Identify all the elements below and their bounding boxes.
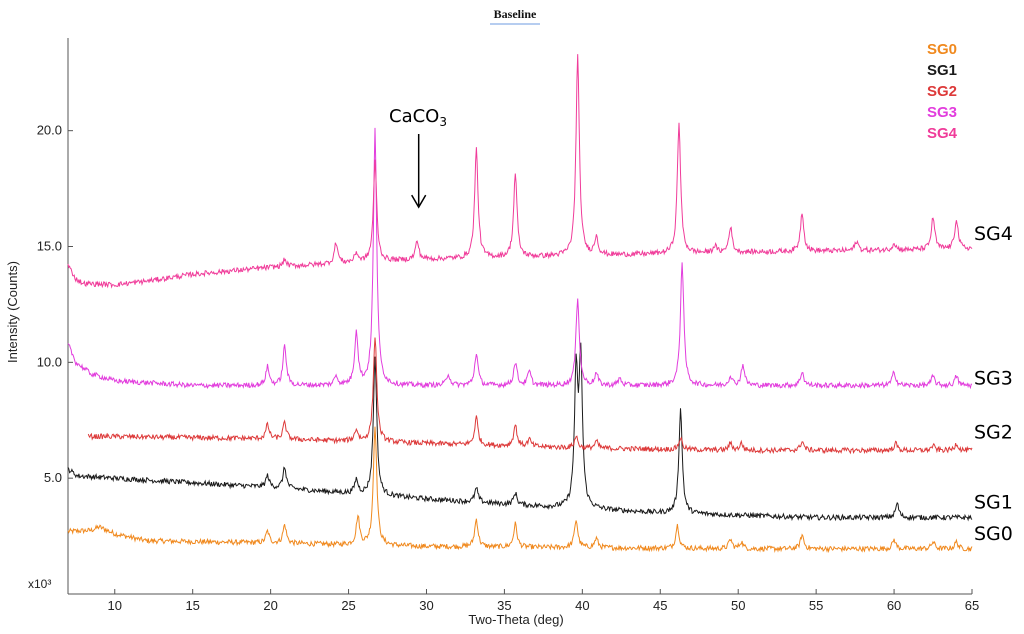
x-axis-ticks: 10 15 20 25 30 35 40 45 50 55 60 65 bbox=[108, 589, 979, 613]
x-tick-label: 50 bbox=[731, 598, 745, 613]
y-tick-label: 20.0 bbox=[37, 123, 62, 138]
series-line-sg1 bbox=[67, 342, 973, 522]
legend-item-sg0: SG0 bbox=[927, 41, 957, 58]
x-axis-title: Two-Theta (deg) bbox=[468, 612, 563, 627]
x-tick-label: 20 bbox=[263, 598, 277, 613]
x-tick-label: 40 bbox=[575, 598, 589, 613]
series-end-label-sg3: SG3 bbox=[974, 368, 1013, 390]
legend-item-sg4: SG4 bbox=[927, 125, 958, 142]
x-tick-label: 55 bbox=[809, 598, 823, 613]
x-tick-label: 65 bbox=[965, 598, 979, 613]
x-tick-label: 30 bbox=[419, 598, 433, 613]
series-end-label-sg1: SG1 bbox=[974, 492, 1013, 514]
x-tick-label: 60 bbox=[887, 598, 901, 613]
x-tick-label: 10 bbox=[108, 598, 122, 613]
legend: SG0 SG1 SG2 SG3 SG4 bbox=[927, 41, 958, 142]
series-group bbox=[67, 54, 973, 554]
series-end-labels: SG0 SG1 SG2 SG3 SG4 bbox=[974, 223, 1013, 545]
y-axis-multiplier: x10³ bbox=[28, 577, 51, 591]
legend-item-sg2: SG2 bbox=[927, 83, 957, 100]
caco3-annotation-label: CaCO3 bbox=[389, 106, 447, 129]
y-axis-ticks: 5.0 10.0 15.0 20.0 bbox=[37, 123, 73, 485]
series-end-label-sg4: SG4 bbox=[974, 223, 1013, 245]
series-line-sg3 bbox=[67, 127, 973, 390]
series-end-label-sg0: SG0 bbox=[974, 523, 1013, 545]
y-tick-label: 10.0 bbox=[37, 354, 62, 369]
series-end-label-sg2: SG2 bbox=[974, 421, 1013, 443]
x-tick-label: 25 bbox=[341, 598, 355, 613]
y-axis-title: Intensity (Counts) bbox=[5, 261, 20, 363]
x-tick-label: 35 bbox=[497, 598, 511, 613]
series-line-sg0 bbox=[67, 426, 973, 554]
chart-title: Baseline bbox=[494, 7, 537, 21]
annotation: CaCO3 bbox=[389, 106, 447, 209]
y-tick-label: 5.0 bbox=[44, 470, 62, 485]
x-tick-label: 45 bbox=[653, 598, 667, 613]
series-line-sg2 bbox=[87, 337, 973, 455]
legend-item-sg3: SG3 bbox=[927, 104, 957, 121]
y-tick-label: 15.0 bbox=[37, 239, 62, 254]
legend-item-sg1: SG1 bbox=[927, 62, 957, 79]
x-tick-label: 15 bbox=[185, 598, 199, 613]
annotation-arrow-head bbox=[411, 194, 427, 209]
series-line-sg4 bbox=[67, 54, 973, 289]
